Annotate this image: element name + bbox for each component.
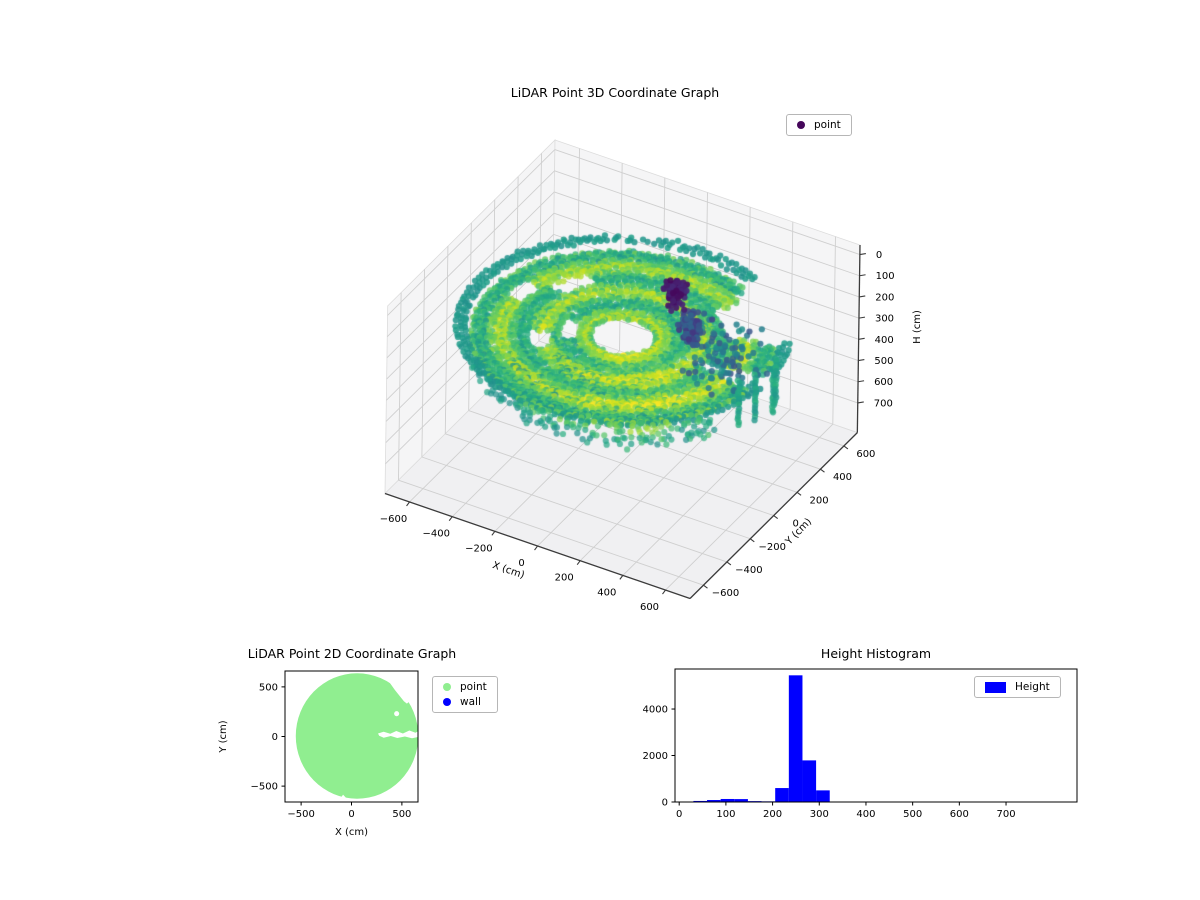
- legend-row: wall: [443, 696, 487, 708]
- svg-text:4000: 4000: [643, 705, 668, 716]
- svg-text:−500: −500: [287, 809, 314, 820]
- legend-row: point: [443, 681, 487, 693]
- legend-row: Height: [985, 681, 1050, 693]
- height-marker-icon: [985, 681, 1006, 693]
- svg-text:Y (cm): Y (cm): [218, 720, 229, 753]
- svg-text:500: 500: [259, 682, 278, 693]
- plot2d-title: LiDAR Point 2D Coordinate Graph: [247, 646, 457, 661]
- svg-text:500: 500: [392, 809, 411, 820]
- svg-text:300: 300: [810, 809, 829, 820]
- point-marker-icon: [443, 683, 451, 691]
- point-marker-icon: [797, 121, 805, 129]
- svg-text:0: 0: [676, 809, 682, 820]
- svg-text:−500: −500: [251, 782, 278, 793]
- legend-label: Height: [1015, 681, 1050, 693]
- svg-text:200: 200: [763, 809, 782, 820]
- wall-marker-icon: [443, 698, 451, 706]
- legend-label: wall: [460, 696, 481, 708]
- legend-label: point: [460, 681, 487, 693]
- svg-text:600: 600: [950, 809, 969, 820]
- histogram-title: Height Histogram: [820, 646, 932, 661]
- svg-text:400: 400: [856, 809, 875, 820]
- svg-text:700: 700: [996, 809, 1015, 820]
- histogram-legend: Height: [974, 676, 1061, 698]
- svg-text:X (cm): X (cm): [335, 827, 368, 838]
- svg-text:500: 500: [903, 809, 922, 820]
- svg-text:0: 0: [272, 732, 278, 743]
- plot2d-legend: point wall: [432, 676, 498, 713]
- plot3d-legend: point: [786, 114, 852, 136]
- svg-text:0: 0: [662, 798, 668, 809]
- legend-label: point: [814, 119, 841, 131]
- legend-row: point: [797, 119, 841, 131]
- svg-text:2000: 2000: [643, 751, 668, 762]
- svg-text:0: 0: [348, 809, 354, 820]
- svg-text:100: 100: [716, 809, 735, 820]
